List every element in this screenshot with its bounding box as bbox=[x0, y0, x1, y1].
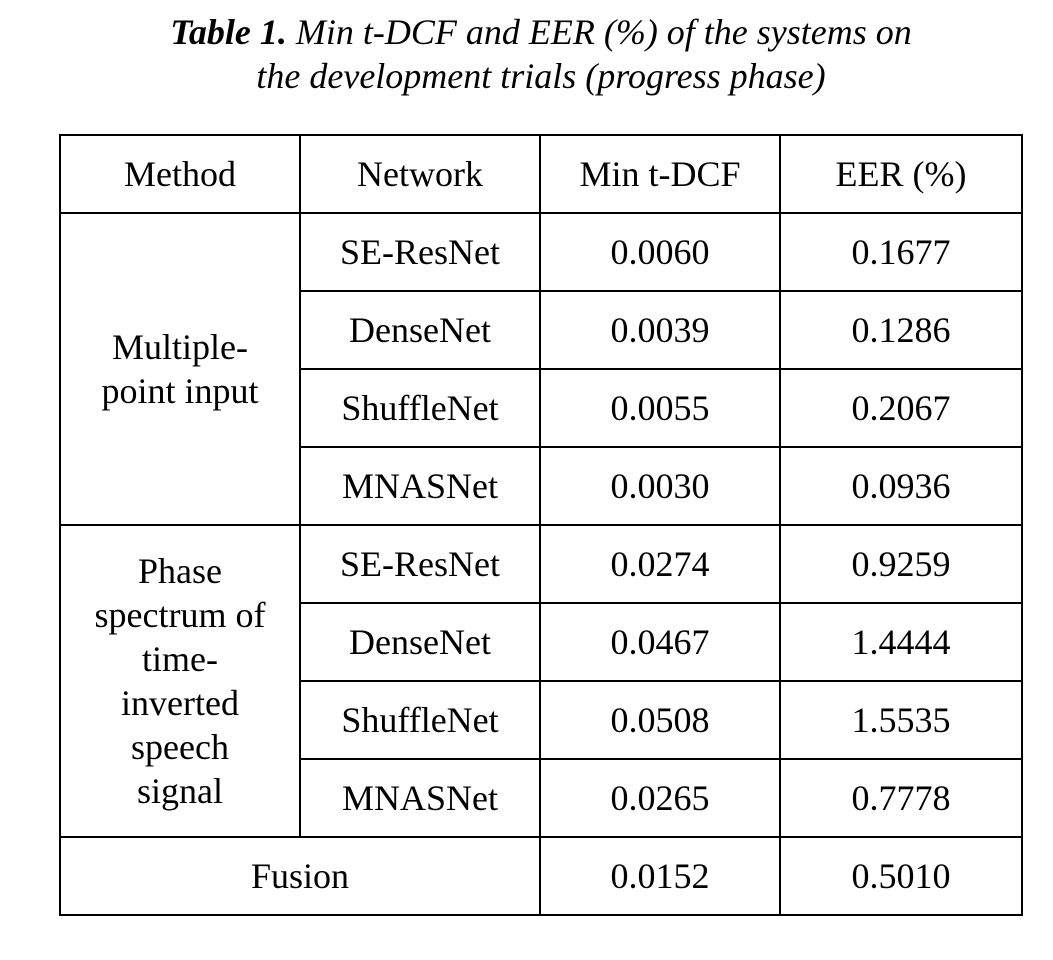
network-cell: SE-ResNet bbox=[299, 524, 541, 604]
min-tdcf-cell: 0.0039 bbox=[539, 290, 781, 370]
table-row: DenseNet 0.0467 1.4444 bbox=[60, 602, 1023, 682]
method-line: speech bbox=[131, 727, 229, 767]
caption-line-2: the development trials (progress phase) bbox=[256, 56, 826, 96]
min-tdcf-cell: 0.0274 bbox=[539, 524, 781, 604]
method-phase-spectrum: Phase spectrum of time- inverted speech … bbox=[59, 524, 301, 838]
method-line: inverted bbox=[121, 683, 239, 723]
eer-cell: 0.9259 bbox=[779, 524, 1023, 604]
header-row: Method Network Min t-DCF EER (%) bbox=[59, 134, 1023, 214]
table-row: Phase spectrum of time- inverted speech … bbox=[59, 524, 1023, 838]
method-line: spectrum of bbox=[94, 595, 266, 635]
eer-cell: 0.5010 bbox=[779, 836, 1023, 916]
min-tdcf-cell: 0.0055 bbox=[539, 368, 781, 448]
table-caption: Table 1. Min t-DCF and EER (%) of the sy… bbox=[0, 10, 1053, 98]
fusion-row: Fusion 0.0152 0.5010 bbox=[59, 836, 1023, 916]
caption-label: Table 1. bbox=[170, 12, 287, 52]
eer-cell: 0.7778 bbox=[779, 758, 1023, 838]
network-cell: SE-ResNet bbox=[299, 212, 541, 292]
min-tdcf-cell: 0.0060 bbox=[539, 212, 781, 292]
method-multiple-point-input: Multiple- point input bbox=[59, 212, 301, 526]
network-cell: DenseNet bbox=[299, 290, 541, 370]
table-row: ShuffleNet 0.0055 0.2067 bbox=[60, 368, 1023, 448]
eer-cell: 0.2067 bbox=[779, 368, 1023, 448]
table-row: MNASNet 0.0265 0.7778 bbox=[60, 758, 1023, 838]
header-network: Network bbox=[299, 134, 541, 214]
table-row: ShuffleNet 0.0508 1.5535 bbox=[60, 680, 1023, 760]
method-line: signal bbox=[137, 771, 223, 811]
eer-cell: 0.1286 bbox=[779, 290, 1023, 370]
network-cell: MNASNet bbox=[299, 446, 541, 526]
eer-cell: 0.0936 bbox=[779, 446, 1023, 526]
caption-line-1: Table 1. Min t-DCF and EER (%) of the sy… bbox=[0, 10, 1053, 54]
min-tdcf-cell: 0.0265 bbox=[539, 758, 781, 838]
header-min-tdcf: Min t-DCF bbox=[539, 134, 781, 214]
network-cell: ShuffleNet bbox=[299, 368, 541, 448]
min-tdcf-cell: 0.0467 bbox=[539, 602, 781, 682]
min-tdcf-cell: 0.0030 bbox=[539, 446, 781, 526]
caption-text-1: Min t-DCF and EER (%) of the systems on bbox=[295, 12, 912, 52]
method-line: Multiple- bbox=[112, 327, 248, 367]
eer-cell: 1.4444 bbox=[779, 602, 1023, 682]
min-tdcf-cell: 0.0152 bbox=[539, 836, 781, 916]
header-method: Method bbox=[59, 134, 301, 214]
network-cell: MNASNet bbox=[299, 758, 541, 838]
table-row: MNASNet 0.0030 0.0936 bbox=[60, 446, 1023, 526]
min-tdcf-cell: 0.0508 bbox=[539, 680, 781, 760]
method-line: point input bbox=[101, 371, 259, 411]
table-row: DenseNet 0.0039 0.1286 bbox=[60, 290, 1023, 370]
results-table: Method Network Min t-DCF EER (%) Multipl… bbox=[59, 134, 1023, 916]
eer-cell: 1.5535 bbox=[779, 680, 1023, 760]
table-row: Multiple- point input SE-ResNet 0.0060 0… bbox=[59, 212, 1023, 526]
eer-cell: 0.1677 bbox=[779, 212, 1023, 292]
network-cell: ShuffleNet bbox=[299, 680, 541, 760]
network-cell: DenseNet bbox=[299, 602, 541, 682]
fusion-label: Fusion bbox=[59, 836, 541, 916]
method-line: Phase bbox=[138, 551, 222, 591]
method-line: time- bbox=[142, 639, 218, 679]
header-eer: EER (%) bbox=[779, 134, 1023, 214]
